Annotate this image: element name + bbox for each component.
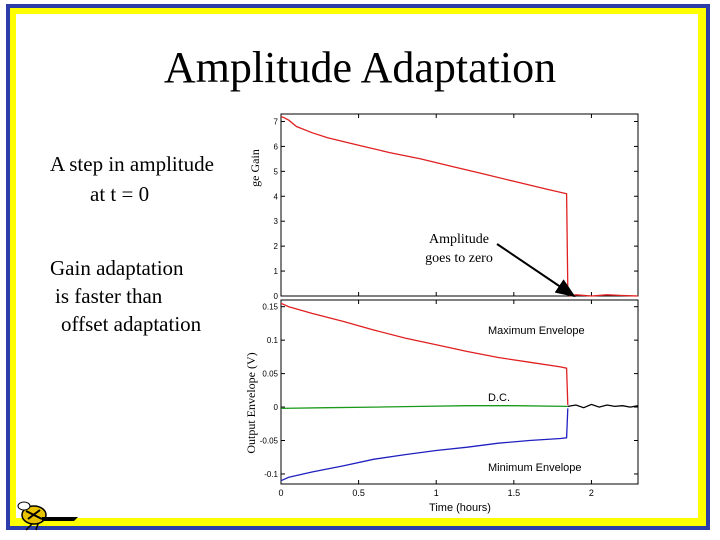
y-tick-label: 6 [274,142,279,151]
gain-plot: 0 1 2 3 4 5 6 7 [274,113,639,301]
x-tick-label: 0 [278,488,283,498]
bottom-y-axis-label: Output Envelope (V) [245,352,258,453]
y-tick-label: 5 [274,167,279,176]
label-dc: D.C. [488,392,510,404]
callout-line-1: Amplitude [429,232,489,247]
bullet-1-line-2: at t = 0 [90,182,150,206]
label-maximum-envelope: Maximum Envelope [488,325,585,337]
bullet-1-line-1: A step in amplitude [50,152,214,176]
x-tick-label: 0.5 [352,488,365,498]
y-tick-label: 0.15 [262,303,278,312]
y-tick-label: 4 [274,192,279,201]
series-line-0-0 [280,115,639,297]
x-tick-label: 1 [434,488,439,498]
y-tick-label: 7 [274,117,279,126]
series-line-1-2 [567,403,639,409]
x-tick-label: 2 [589,488,594,498]
label-minimum-envelope: Minimum Envelope [488,462,582,474]
x-tick-label: 1.5 [508,488,521,498]
y-tick-label: 0 [274,292,279,301]
series-line-1-3 [280,408,569,482]
callout-text: Amplitude goes to zero [418,230,500,268]
y-tick-label: 0.1 [267,336,279,345]
y-tick-label: 0.05 [262,370,278,379]
series-line-1-0 [280,302,569,406]
y-tick-label: 1 [274,267,279,276]
x-axis-label: Time (hours) [429,502,491,514]
envelope-plot: -0.1 -0.05 0 0.05 0.1 0.15 0 0.5 1 1.5 2 [260,299,639,498]
bullet-2-line-2: is faster than [55,284,163,308]
bullet-2-line-1: Gain adaptation [50,256,184,280]
y-tick-label: -0.1 [264,470,278,479]
bullet-2-line-3: offset adaptation [61,312,202,336]
plot-frame [280,299,639,485]
top-y-axis-label: ge Gain [248,149,262,187]
y-tick-label: 0 [274,403,279,412]
y-tick-label: 3 [274,217,279,226]
callout-line-2: goes to zero [425,251,493,266]
yellow-jacket-logo-icon [17,501,78,531]
y-tick-label: -0.05 [260,437,279,446]
slide-title: Amplitude Adaptation [163,43,557,92]
plot-frame [280,113,639,297]
series-line-1-1 [280,405,568,410]
y-tick-label: 2 [274,242,279,251]
